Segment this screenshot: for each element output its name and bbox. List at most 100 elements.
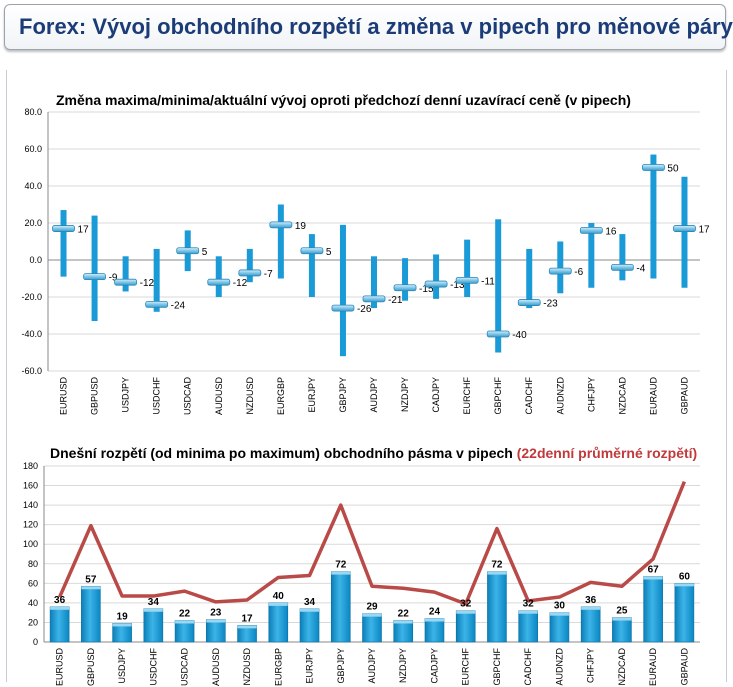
chart1-y-tick: -60.0 [21, 366, 42, 376]
chart2-bar-cap [268, 602, 288, 606]
chart2-bar [424, 618, 445, 643]
chart2-value-label: 22 [398, 608, 410, 619]
chart2-value-label: 72 [335, 560, 347, 571]
chart2-bar-cap [518, 610, 538, 614]
chart2-bar [299, 608, 320, 643]
chart2-y-tick: 80 [28, 559, 38, 569]
chart2-bar-cap [393, 620, 413, 624]
chart1-current-marker [176, 247, 200, 255]
chart2-bar [580, 606, 601, 643]
chart1-value-label: 16 [605, 226, 617, 237]
chart2-value-label: 34 [304, 597, 316, 608]
chart1-range-bar [308, 234, 315, 297]
chart1-range-bar [153, 248, 160, 312]
chart2-value-label: 30 [554, 601, 566, 612]
chart1-range-bar [619, 234, 626, 281]
chart2-value-label: 67 [648, 564, 660, 575]
chart2-category-label: EURJPY [305, 648, 315, 684]
chart1-current-marker [517, 299, 541, 306]
chart1-range-bar [464, 239, 471, 297]
chart2-bar [143, 608, 164, 643]
chart2-category-label: NZDCAD [617, 648, 627, 686]
chart2-y-tick: 120 [23, 520, 38, 530]
chart1-current-marker [114, 278, 138, 286]
chart1-value-label: -15 [419, 284, 434, 295]
chart2-bar [268, 602, 289, 643]
chart1: 80.0 60.0 40.0 20.0 0.0 -20.0 -40.0 -60.0 17 EURU… [21, 107, 710, 415]
chart1-current-marker [145, 300, 169, 308]
chart2-title-main: Dnešní rozpětí (od minima po maximum) ob… [50, 445, 513, 461]
chart1-value-label: 50 [667, 164, 679, 175]
chart2-bar [81, 585, 101, 643]
chart2-bar [49, 606, 70, 643]
chart1-range-bar [402, 258, 409, 301]
chart2-value-label: 57 [85, 574, 97, 585]
chart2-bar [393, 620, 414, 643]
chart1-value-label: -11 [481, 276, 495, 287]
chart1-category-label: EURUSD [59, 377, 69, 416]
chart2-bar-cap [674, 583, 694, 587]
chart1-range-bar [681, 176, 688, 288]
chart1-category-label: AUDNZD [555, 377, 565, 415]
chart2-y-tick: 20 [28, 617, 38, 627]
chart1-current-marker [579, 226, 603, 234]
chart2-category-label: USDJPY [117, 648, 127, 684]
chart1-range-bar [495, 219, 502, 353]
chart2-bar-cap [143, 608, 163, 612]
chart1-category-label: CHFJPY [586, 377, 596, 412]
chart2-bar [674, 583, 695, 643]
chart2-bar-cap [175, 620, 195, 624]
chart1-value-label: 17 [78, 225, 90, 236]
chart2-bar-cap [206, 619, 226, 623]
chart2-category-label: CADCHF [523, 647, 533, 685]
chart1-y-tick: 40.0 [24, 181, 42, 191]
chart1-current-marker [300, 247, 324, 255]
chart1-category-label: CADCHF [524, 376, 534, 414]
chart2-value-label: 36 [54, 595, 66, 606]
chart2-bar [643, 576, 663, 643]
chart1-value-label: -21 [388, 295, 403, 306]
chart2-category-label: GBPAUD [679, 648, 689, 686]
chart2-bar-cap [300, 608, 320, 612]
chart2-category-label: USDCHF [148, 647, 158, 685]
chart1-current-marker [362, 295, 386, 303]
chart1-title: Změna maxima/minima/aktuální vývoj oprot… [56, 92, 631, 108]
chart2-category-label: GBPJPY [336, 648, 346, 684]
chart1-category-label: EURAUD [648, 377, 658, 416]
chart2-bar [518, 610, 538, 643]
chart1-value-label: 5 [202, 247, 208, 258]
chart1-current-marker [424, 280, 448, 288]
chart2-title-highlight: (22denní průměrné rozpětí) [516, 445, 698, 461]
chart2-category-label: EURUSD [55, 648, 65, 687]
chart2-value-label: 23 [210, 608, 222, 619]
chart2-value-label: 17 [241, 613, 253, 624]
chart2-bar [455, 610, 476, 643]
chart2-category-label: AUDJPY [367, 648, 377, 684]
chart2-y-tick: 160 [23, 481, 38, 491]
chart2-bar-cap [612, 617, 632, 621]
chart2-category-label: AUDNZD [554, 648, 564, 686]
chart1-y-tick: -20.0 [21, 292, 42, 302]
chart2-category-label: USDCAD [180, 648, 190, 687]
chart2-y-tick: 100 [23, 539, 38, 549]
chart1-current-marker [642, 164, 665, 171]
chart1-y-tick: 20.0 [24, 218, 42, 228]
chart2-bar [612, 617, 632, 643]
chart1-current-marker [610, 263, 634, 271]
chart1-range-bar [246, 248, 253, 283]
page-title: Forex: Vývoj obchodního rozpětí a změna … [19, 14, 733, 39]
chart2-value-label: 60 [679, 571, 691, 582]
chart2-value-label: 32 [523, 599, 535, 610]
chart2-value-label: 32 [460, 599, 472, 610]
chart2-bar-cap [112, 623, 132, 627]
chart2-value-label: 72 [491, 560, 503, 571]
chart1-y-tick: 0.0 [29, 255, 42, 265]
page-header: Forex: Vývoj obchodního rozpětí a změna … [4, 4, 733, 50]
chart1-category-label: GBPJPY [338, 377, 348, 413]
chart1-category-label: EURGBP [276, 377, 286, 415]
chart2-bar-cap [362, 613, 382, 617]
chart1-range-bar [215, 256, 222, 297]
chart2-bar [549, 612, 570, 643]
chart1-current-marker [331, 304, 355, 312]
chart1-range-bar [433, 254, 440, 299]
